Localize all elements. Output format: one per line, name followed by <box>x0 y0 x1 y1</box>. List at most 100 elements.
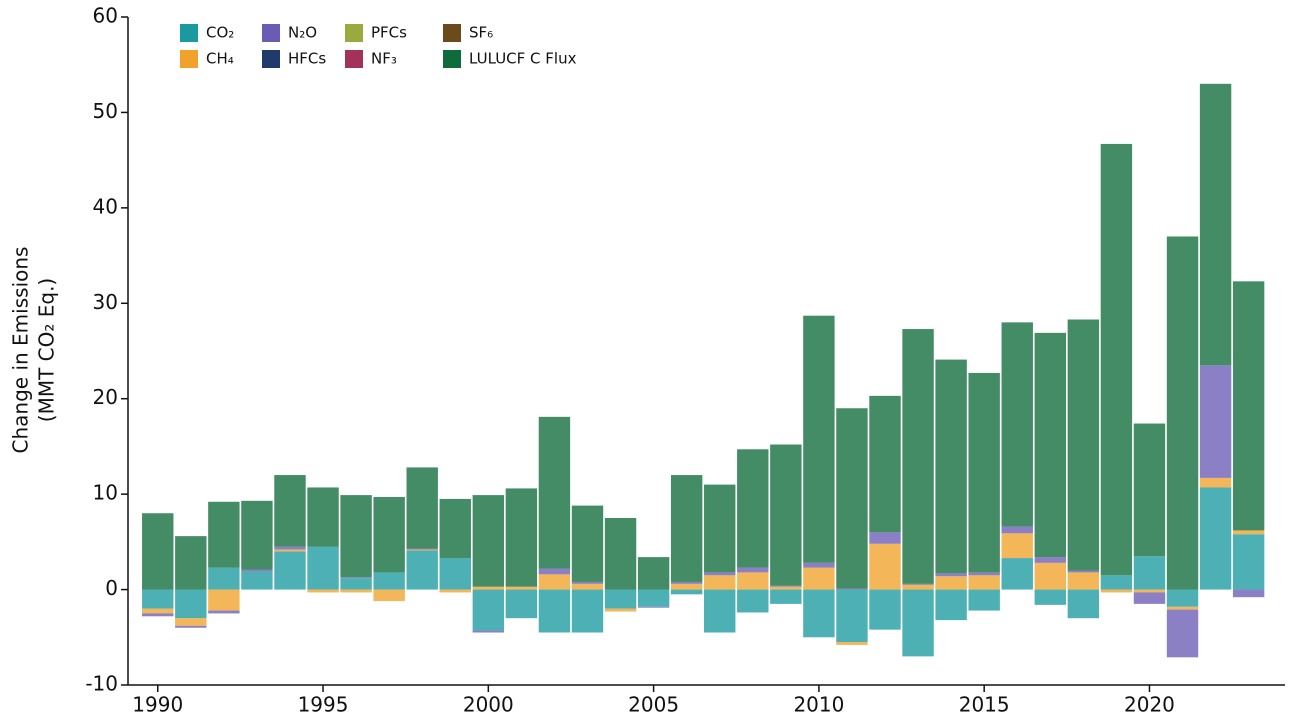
bar-segment <box>902 584 934 590</box>
bar-segment <box>604 608 637 612</box>
bar-segment <box>1232 530 1265 535</box>
bar-segment <box>803 589 835 638</box>
legend-label: CH₄ <box>206 50 234 68</box>
bar-segment <box>935 576 967 590</box>
bar-segment <box>968 372 1000 573</box>
bar-segment <box>1001 558 1033 590</box>
bar-segment <box>902 329 934 584</box>
y-tick-label: 40 <box>93 194 118 218</box>
x-tick-label: 1990 <box>132 693 183 717</box>
bar-segment <box>737 567 769 573</box>
bar-segment <box>241 569 273 572</box>
bar-segment <box>175 589 207 619</box>
bar-segment <box>439 498 471 559</box>
legend-label: SF₆ <box>469 24 493 42</box>
bar-segment <box>505 589 538 619</box>
legend-label: PFCs <box>371 24 407 42</box>
x-tick-label: 2015 <box>959 693 1010 717</box>
y-tick-label: -10 <box>85 672 118 696</box>
bar-segment <box>340 578 372 590</box>
bar-segment <box>241 571 273 590</box>
bar-segment <box>208 567 240 590</box>
bar-segment <box>175 618 207 626</box>
bar-segment <box>472 586 505 590</box>
bar-segment <box>1001 533 1033 559</box>
bar-segment <box>770 585 802 587</box>
bar-segment <box>1067 572 1100 590</box>
legend-swatch <box>180 24 198 42</box>
bar-segment <box>1001 322 1033 527</box>
bar-segment <box>142 589 174 609</box>
bar-segment <box>1133 556 1166 590</box>
bar-segment <box>373 497 405 573</box>
bar-segment <box>968 575 1000 590</box>
bar-segment <box>836 408 868 589</box>
bar-segment <box>1034 557 1066 563</box>
bar-segment <box>340 589 372 593</box>
y-tick-label: 60 <box>93 4 118 28</box>
legend-swatch <box>443 24 461 42</box>
bar-segment <box>538 416 571 569</box>
bar-segment <box>704 572 736 576</box>
bar-segment <box>1232 534 1265 590</box>
bar-segment <box>175 625 207 628</box>
legend-label: HFCs <box>288 50 326 68</box>
bar-segment <box>836 642 868 645</box>
bar-segment <box>538 574 571 590</box>
y-tick-label: 20 <box>93 385 118 409</box>
bar-segment <box>472 495 505 587</box>
legend-label: N₂O <box>288 24 317 42</box>
bar-segment <box>935 359 967 574</box>
bar-segment <box>935 589 967 621</box>
bar-segment <box>439 589 471 593</box>
bar-segment <box>704 589 736 633</box>
bar-segment <box>538 568 571 575</box>
bar-segment <box>968 572 1000 576</box>
bar-segment <box>637 557 670 590</box>
bar-segment <box>737 572 769 590</box>
bar-segment <box>737 589 769 613</box>
bar-segment <box>1166 589 1199 607</box>
legend-swatch <box>262 24 280 42</box>
bar-segment <box>1100 589 1133 593</box>
bar-segment <box>274 549 306 552</box>
bar-segment <box>208 610 240 614</box>
bar-segment <box>274 546 306 550</box>
bar-segment <box>836 588 868 590</box>
bar-segment <box>1067 570 1100 573</box>
bar-segment <box>142 613 174 617</box>
bar-segment <box>274 475 306 547</box>
bar-segment <box>1133 589 1166 593</box>
bar-segment <box>604 518 637 590</box>
legend-swatch <box>345 50 363 68</box>
bar-segment <box>406 548 438 550</box>
bar-segment <box>373 589 405 602</box>
bar-segment <box>307 487 339 547</box>
bar-segment <box>869 395 901 533</box>
x-tick-label: 2020 <box>1124 693 1175 717</box>
bar-segment <box>1067 319 1100 571</box>
bar-segment <box>1166 609 1199 658</box>
bar-segment <box>274 551 306 590</box>
bar-segment <box>406 550 438 590</box>
legend-swatch <box>443 50 461 68</box>
x-tick-label: 1995 <box>298 693 349 717</box>
bar-segment <box>340 577 372 579</box>
bar-segment <box>1166 236 1199 590</box>
bar-segment <box>770 589 802 604</box>
bar-segment <box>1001 526 1033 534</box>
legend-label: LULUCF C Flux <box>469 50 577 68</box>
bar-segment <box>1133 592 1166 604</box>
bar-segment <box>1232 589 1265 598</box>
bar-segment <box>538 589 571 633</box>
bar-segment <box>1100 575 1133 590</box>
bar-segment <box>836 589 868 643</box>
bar-segment <box>472 589 505 631</box>
bar-segment <box>704 575 736 590</box>
legend-swatch <box>262 50 280 68</box>
bar-segment <box>670 589 703 595</box>
bar-segment <box>1100 143 1133 576</box>
y-axis-label: Change in Emissions <box>9 247 33 454</box>
bar-segment <box>472 630 505 633</box>
